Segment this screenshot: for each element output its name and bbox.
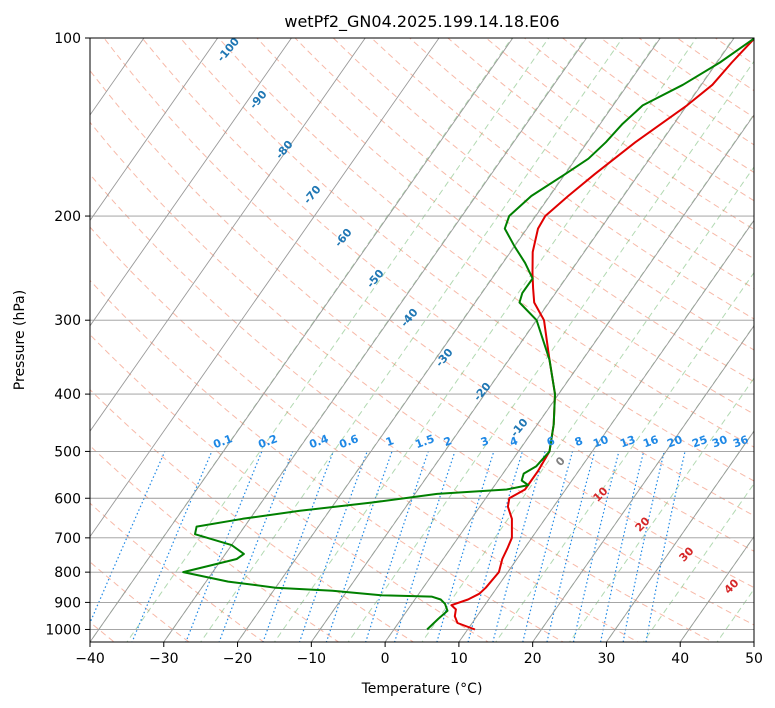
moist-adiabat-line	[273, 38, 697, 642]
dry-adiabat-line	[90, 173, 714, 642]
y-tick-label: 800	[54, 565, 81, 581]
mixing-ratio-label: 0.4	[307, 432, 330, 451]
mixing-ratio-label: 36	[731, 433, 750, 451]
x-axis: −40 −30 −20 −10 0 10 20 30 40 50	[75, 642, 763, 667]
dry-adiabat-line	[179, 38, 754, 482]
dry-adiabat-line	[90, 226, 639, 642]
mixing-ratio-label: 1	[384, 434, 396, 449]
moist-adiabat-line	[716, 588, 754, 642]
y-tick-label: 700	[54, 531, 81, 547]
isotherm-line	[90, 38, 514, 642]
x-tick-label: −40	[75, 651, 105, 667]
y-axis: 1000 900 800 700 600 500 400 300 200 100	[45, 31, 90, 638]
dry-adiabat-line	[90, 69, 754, 589]
y-tick-label: 900	[54, 595, 81, 611]
x-tick-label: −20	[223, 651, 253, 667]
moist-adiabat-line	[347, 60, 754, 642]
isotherm-line	[90, 38, 440, 538]
mixing-ratio-label: 16	[641, 433, 660, 451]
isotherm-line	[237, 38, 661, 642]
y-tick-label: 200	[54, 209, 81, 225]
mixing-ratio-label: 8	[573, 434, 585, 449]
y-tick-label: 600	[54, 491, 81, 507]
mixing-ratio-label: 6	[545, 434, 557, 449]
x-tick-label: −30	[149, 651, 179, 667]
x-tick-label: 40	[671, 651, 689, 667]
mixing-ratio-label: 20	[665, 433, 684, 451]
y-tick-label: 300	[54, 313, 81, 329]
moist-adiabat-line	[126, 38, 550, 642]
x-axis-label: Temperature (°C)	[361, 681, 483, 697]
y-tick-label: 100	[54, 31, 81, 47]
mixing-ratio-label: 4	[508, 434, 520, 449]
isotherm-line	[606, 430, 754, 642]
isotherm-line	[532, 325, 754, 642]
isotherm-line	[679, 535, 754, 642]
x-tick-label: 50	[745, 651, 763, 667]
plot-area	[90, 38, 754, 642]
isotherm-line	[90, 38, 219, 222]
x-tick-label: −10	[297, 651, 327, 667]
x-tick-label: 0	[381, 651, 390, 667]
dry-adiabat-line	[103, 38, 754, 552]
mixing-ratio-label: 3	[479, 434, 491, 449]
dry-adiabat-line	[332, 38, 754, 351]
mixing-ratio-label: 1.5	[413, 432, 436, 451]
x-tick-label: 10	[450, 651, 468, 667]
mixing-ratio-label: 13	[618, 433, 637, 450]
isotherm-line	[90, 38, 292, 327]
y-axis-label: Pressure (hPa)	[12, 290, 28, 390]
dry-adiabat-line	[90, 502, 265, 642]
mixing-ratio-label: 0.2	[256, 432, 279, 451]
temperature-trace	[450, 38, 754, 631]
isotherm-line	[90, 38, 366, 432]
dry-adiabat-line	[141, 38, 754, 517]
moist-adiabat-line	[642, 482, 754, 642]
dry-adiabat-line	[408, 38, 754, 290]
dry-adiabat-line	[90, 445, 340, 642]
dewpoint-trace	[182, 38, 754, 631]
y-tick-label: 400	[54, 387, 81, 403]
x-tick-label: 30	[598, 651, 616, 667]
mixing-ratio-label: 2	[442, 434, 454, 449]
y-tick-label: 1000	[45, 622, 81, 638]
moist-adiabat-line	[495, 271, 754, 642]
dry-adiabat-line	[294, 38, 754, 383]
dry-adiabat-line	[90, 388, 415, 642]
mixing-ratio-label: 30	[710, 433, 729, 451]
mixing-ratio-label: 0.6	[337, 432, 360, 451]
moist-adiabat-line	[568, 377, 754, 642]
plot-frame	[89, 37, 755, 643]
y-tick-label: 500	[54, 444, 81, 460]
dry-adiabat-line	[90, 279, 565, 642]
mixing-ratio-label: 25	[690, 433, 709, 450]
isotherm-line	[163, 38, 587, 642]
chart-title: wetPf2_GN04.2025.199.14.18.E06	[284, 12, 559, 32]
mixing-ratio-label: 10	[591, 433, 610, 451]
isotherm-line	[384, 114, 754, 642]
x-tick-label: 20	[524, 651, 542, 667]
isotherm-line	[310, 38, 735, 642]
dry-adiabat-line	[90, 121, 754, 626]
moist-adiabat-line	[200, 38, 623, 642]
dry-adiabat-line	[90, 333, 490, 642]
moist-adiabat-line	[421, 166, 754, 642]
mixing-ratio-label: 0.1	[211, 432, 234, 451]
isotherm-line	[458, 219, 754, 642]
